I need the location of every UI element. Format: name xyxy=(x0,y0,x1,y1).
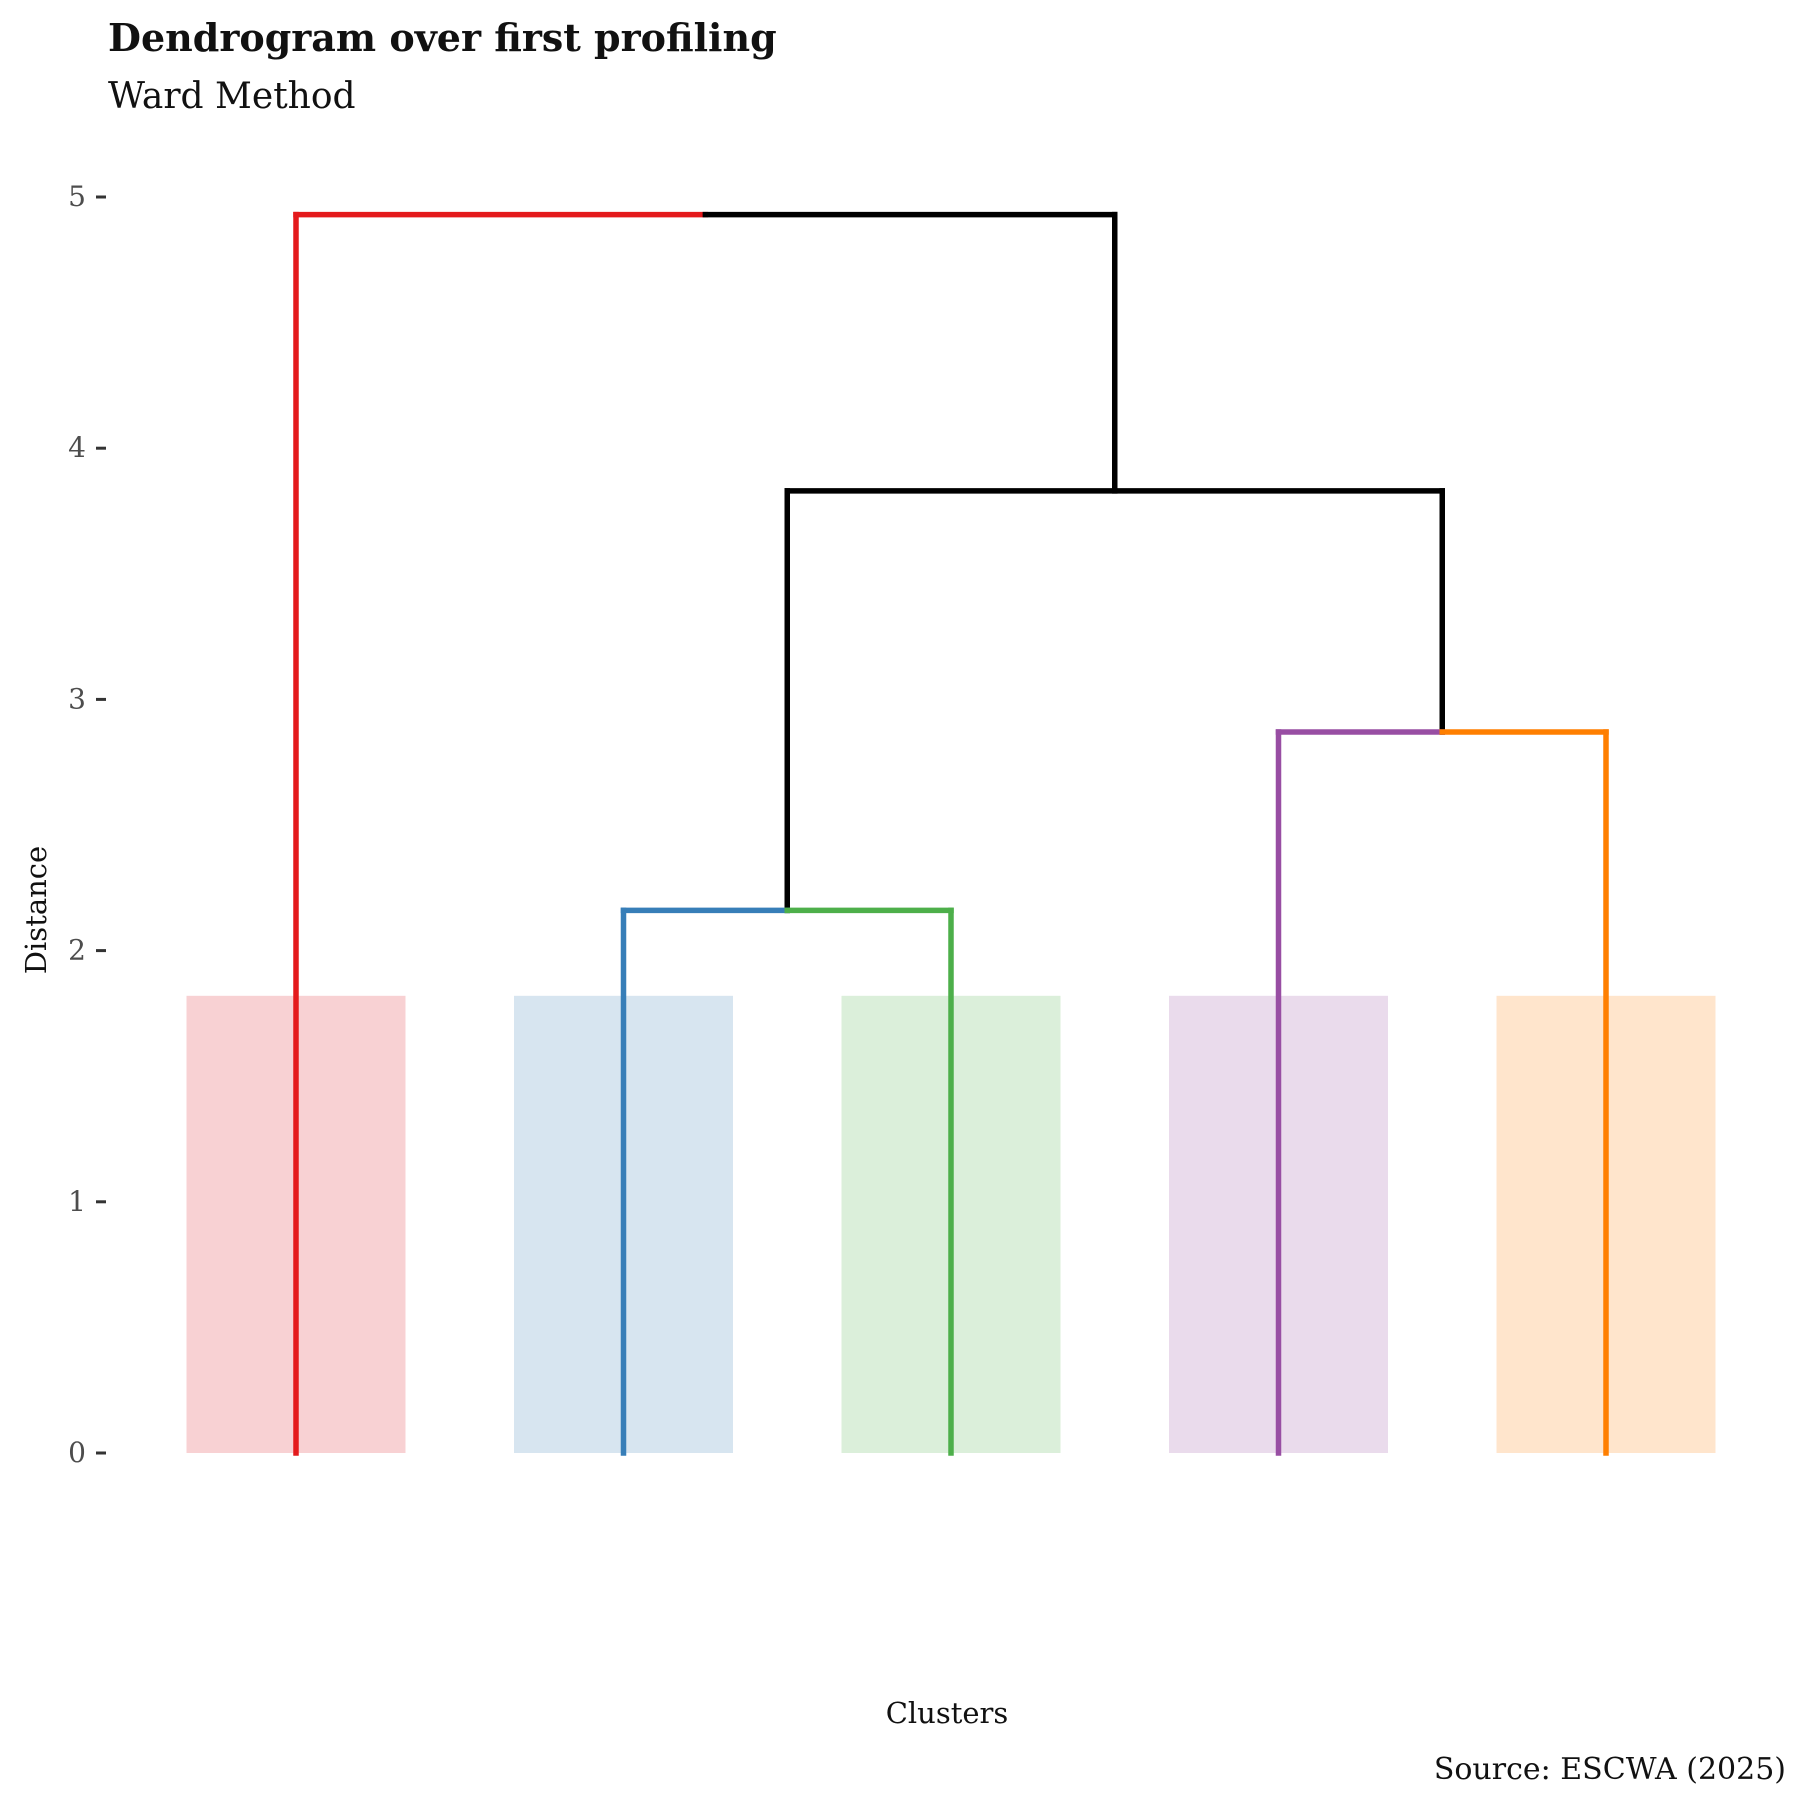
source-caption: Source: ESCWA (2025) xyxy=(1434,1752,1786,1787)
y-tick-label-1: 1 xyxy=(68,1185,86,1218)
y-tick-label-2: 2 xyxy=(68,934,86,967)
y-tick-label-5: 5 xyxy=(68,180,86,213)
y-tick-label-3: 3 xyxy=(68,682,86,715)
x-axis-label: Clusters xyxy=(886,1696,1009,1730)
y-tick-label-0: 0 xyxy=(68,1436,86,1469)
dendrogram-branches xyxy=(293,211,1609,1456)
chart-subtitle: Ward Method xyxy=(108,76,356,117)
y-axis: 0 1 2 3 4 5 xyxy=(68,180,106,1469)
chart-title: Dendrogram over first profiling xyxy=(108,15,777,60)
y-tick-label-4: 4 xyxy=(68,431,86,464)
y-axis-label: Distance xyxy=(19,846,53,974)
